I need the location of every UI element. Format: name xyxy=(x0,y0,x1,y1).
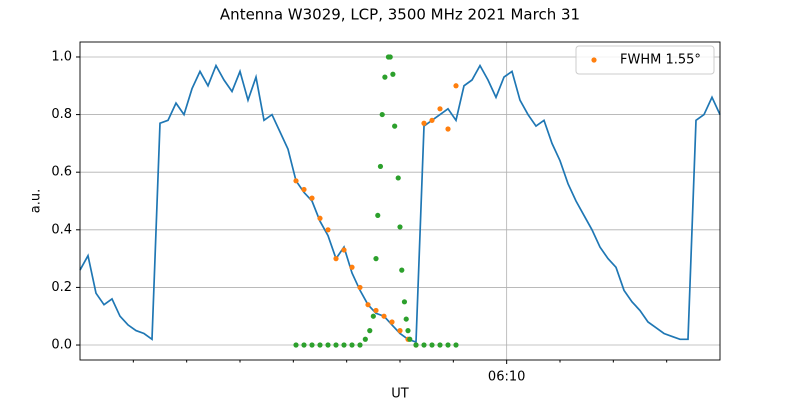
data-point xyxy=(445,342,451,348)
data-point xyxy=(397,224,403,230)
data-point xyxy=(421,120,427,126)
data-point xyxy=(379,111,385,118)
data-point xyxy=(367,328,373,334)
y-axis-label: a.u. xyxy=(29,189,44,213)
data-point xyxy=(395,175,401,181)
data-point xyxy=(325,342,331,348)
data-point xyxy=(333,256,339,262)
data-point xyxy=(429,342,435,348)
data-point xyxy=(301,186,307,193)
chart-title: Antenna W3029, LCP, 3500 MHz 2021 March … xyxy=(220,6,580,24)
data-point xyxy=(341,342,347,348)
legend-box xyxy=(575,45,715,75)
data-point xyxy=(401,299,408,305)
x-axis-label: UT xyxy=(391,387,409,400)
data-point xyxy=(387,54,393,60)
data-point xyxy=(317,215,323,221)
legend-marker xyxy=(591,57,597,63)
data-point xyxy=(373,256,379,262)
data-point xyxy=(453,342,459,348)
line-series xyxy=(79,63,721,344)
data-point xyxy=(349,342,355,348)
legend-label: FWHM 1.55° xyxy=(620,53,701,68)
data-point xyxy=(357,342,363,348)
y-tick-label: 1.0 xyxy=(51,49,72,64)
y-tick-label: 0.0 xyxy=(51,338,72,353)
y-tick-label: 0.2 xyxy=(51,280,72,295)
data-point xyxy=(445,126,451,132)
data-point xyxy=(382,74,388,80)
data-point xyxy=(370,313,376,319)
data-point xyxy=(403,316,409,322)
data-point xyxy=(341,247,347,253)
data-point xyxy=(392,123,398,129)
data-point xyxy=(309,342,315,348)
data-point xyxy=(365,302,371,308)
data-point xyxy=(375,212,381,219)
data-point xyxy=(399,267,405,273)
data-point xyxy=(373,307,379,314)
data-point xyxy=(293,178,299,184)
data-point xyxy=(293,342,299,348)
data-point xyxy=(317,342,323,348)
data-point xyxy=(437,342,443,348)
y-tick-label: 0.4 xyxy=(51,222,72,237)
data-point xyxy=(413,342,419,348)
data-point xyxy=(381,313,387,319)
data-point xyxy=(333,342,339,348)
data-point xyxy=(362,336,368,342)
data-point xyxy=(309,195,315,201)
plot-frame xyxy=(79,41,721,361)
data-point xyxy=(437,106,443,112)
x-tick-label: 06:10 xyxy=(488,370,525,385)
y-tick-label: 0.6 xyxy=(51,165,72,180)
data-point xyxy=(453,83,459,89)
y-tick-label: 0.8 xyxy=(51,107,72,122)
data-point xyxy=(421,342,427,348)
data-point xyxy=(377,163,384,170)
data-point xyxy=(390,71,396,77)
data-point xyxy=(357,284,363,291)
data-point xyxy=(397,328,403,334)
data-point xyxy=(301,342,307,348)
data-point xyxy=(405,328,411,334)
data-point xyxy=(325,227,331,233)
data-point xyxy=(407,336,413,342)
data-point xyxy=(389,319,395,325)
data-point xyxy=(349,264,355,270)
data-point xyxy=(429,117,435,123)
